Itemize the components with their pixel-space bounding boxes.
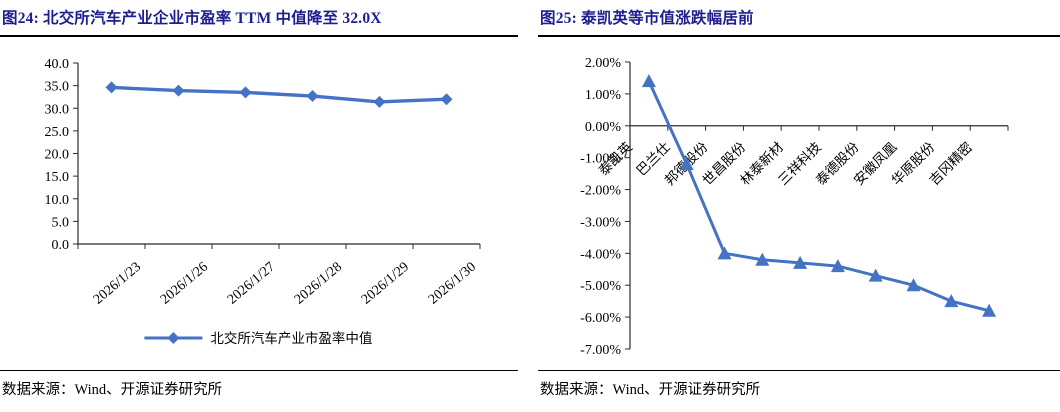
figure-25-header: 图25: 泰凯英等市值涨跌幅居前: [538, 4, 1060, 37]
diamond-marker: [306, 90, 319, 103]
y-tick-label: -6.00%: [580, 311, 621, 326]
series-line: [109, 85, 449, 104]
source-note: 数据来源：Wind、开源证券研究所: [540, 382, 761, 398]
triangle-up-marker: [906, 278, 921, 292]
x-tick-label: 2026/1/29: [359, 260, 412, 308]
y-tick-label: 20.0: [45, 148, 70, 163]
y-tick-label: 1.00%: [585, 88, 622, 103]
figure-24-header: 图24: 北交所汽车产业企业市盈率 TTM 中值降至 32.0X: [0, 4, 518, 37]
y-tick-label: 5.0: [52, 215, 70, 230]
diamond-marker: [440, 93, 453, 106]
y-tick-label: 2.00%: [585, 56, 622, 71]
y-tick-label: -5.00%: [580, 279, 621, 294]
triangle-up-marker: [793, 255, 808, 269]
y-tick-label: -2.00%: [580, 184, 621, 199]
legend-marker: [167, 332, 180, 344]
figure-24-title: 图24: 北交所汽车产业企业市盈率 TTM 中值降至 32.0X: [2, 10, 382, 27]
triangle-up-marker: [679, 157, 694, 171]
x-tick-label: 2026/1/26: [158, 260, 211, 308]
y-tick-label: -1.00%: [580, 152, 621, 167]
x-tick-label: 2026/1/30: [426, 260, 479, 308]
y-tick-label: -3.00%: [580, 215, 621, 230]
y-tick-label: 0.00%: [585, 120, 622, 135]
figure-25-source: 数据来源：Wind、开源证券研究所: [538, 370, 1060, 399]
source-note: 数据来源：Wind、开源证券研究所: [2, 382, 223, 398]
diamond-marker: [373, 95, 386, 108]
figure-25-panel: 图25: 泰凯英等市值涨跌幅居前 2.00% 1.00% 0.00% -1.00% -2…: [538, 0, 1060, 412]
diamond-marker: [105, 81, 118, 94]
y-tick-label: 0.0: [52, 238, 70, 253]
y-tick-label: 30.0: [45, 102, 70, 117]
pe-ttm-line-chart: 40.0 35.0 30.0 25.0 20.0 15.0 10.0 5.0 0.0 2026/1…: [45, 57, 481, 346]
y-tick-label: -7.00%: [580, 343, 621, 358]
diamond-marker: [239, 86, 252, 99]
figure-24-source: 数据来源：Wind、开源证券研究所: [0, 370, 518, 399]
triangle-up-marker: [944, 294, 959, 308]
x-tick-label: 2026/1/28: [292, 260, 345, 308]
x-tick-label: 2026/1/23: [91, 260, 144, 308]
triangle-up-marker: [830, 259, 845, 273]
triangle-up-marker: [717, 246, 732, 260]
figure-24-panel: 图24: 北交所汽车产业企业市盈率 TTM 中值降至 32.0X 40.0 35.…: [0, 0, 518, 412]
series-line: [647, 79, 991, 313]
triangle-up-marker: [868, 268, 883, 282]
y-tick-label: 15.0: [45, 170, 70, 185]
legend-label: 北交所汽车产业市盈率中值: [210, 330, 372, 346]
x-tick-label: 2026/1/27: [225, 260, 278, 308]
diamond-marker: [172, 84, 185, 97]
figure-25-title: 图25: 泰凯英等市值涨跌幅居前: [540, 10, 754, 27]
y-tick-label: 35.0: [45, 80, 70, 95]
triangle-up-marker: [641, 74, 656, 88]
y-tick-label: 25.0: [45, 125, 70, 140]
y-tick-label: -4.00%: [580, 247, 621, 262]
triangle-up-marker: [982, 303, 997, 317]
y-tick-label: 10.0: [45, 193, 70, 208]
triangle-up-marker: [755, 252, 770, 266]
y-tick-label: 40.0: [45, 57, 70, 72]
market-cap-change-line-chart: 2.00% 1.00% 0.00% -1.00% -2.00% -3.00% -4.00% -…: [580, 56, 1009, 358]
